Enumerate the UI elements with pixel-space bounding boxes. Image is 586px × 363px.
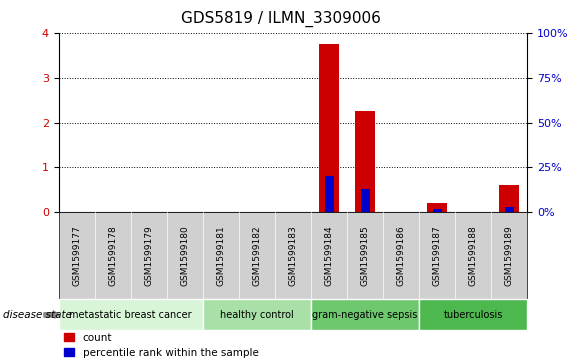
- Text: GSM1599179: GSM1599179: [144, 225, 154, 286]
- Text: healthy control: healthy control: [220, 310, 294, 320]
- Bar: [355, 111, 375, 212]
- Text: gram-negative sepsis: gram-negative sepsis: [312, 310, 418, 320]
- Bar: [427, 203, 447, 212]
- Legend: count, percentile rank within the sample: count, percentile rank within the sample: [64, 333, 258, 358]
- Text: GSM1599177: GSM1599177: [72, 225, 81, 286]
- Text: GSM1599180: GSM1599180: [180, 225, 189, 286]
- Text: GSM1599183: GSM1599183: [288, 225, 298, 286]
- Bar: [432, 209, 442, 212]
- Text: tuberculosis: tuberculosis: [444, 310, 503, 320]
- Text: GDS5819 / ILMN_3309006: GDS5819 / ILMN_3309006: [181, 11, 381, 27]
- Bar: [499, 185, 519, 212]
- Text: GSM1599186: GSM1599186: [397, 225, 406, 286]
- Text: GSM1599182: GSM1599182: [253, 225, 261, 286]
- Text: GSM1599185: GSM1599185: [360, 225, 370, 286]
- Bar: [319, 44, 339, 212]
- Text: GSM1599178: GSM1599178: [108, 225, 117, 286]
- Text: GSM1599187: GSM1599187: [432, 225, 442, 286]
- Text: GSM1599181: GSM1599181: [216, 225, 226, 286]
- Text: GSM1599184: GSM1599184: [325, 225, 333, 286]
- Text: GSM1599188: GSM1599188: [469, 225, 478, 286]
- Bar: [505, 207, 514, 212]
- Text: disease state: disease state: [3, 310, 72, 320]
- Bar: [325, 176, 333, 212]
- Text: metastatic breast cancer: metastatic breast cancer: [69, 310, 192, 320]
- Text: GSM1599189: GSM1599189: [505, 225, 514, 286]
- Bar: [360, 189, 370, 212]
